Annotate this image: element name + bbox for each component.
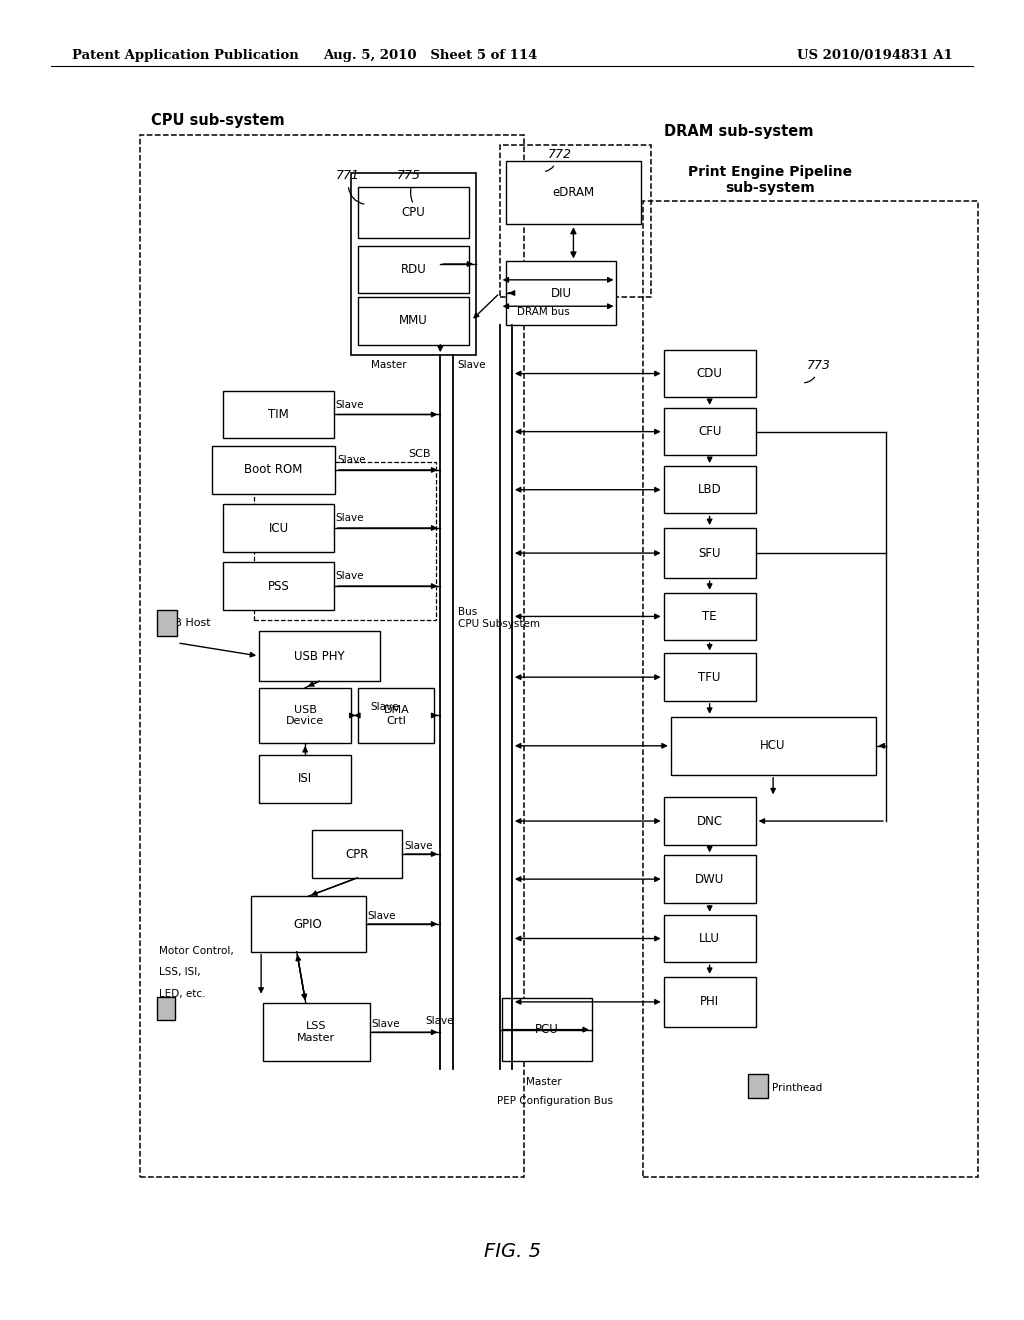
Text: LSS, ISI,: LSS, ISI, <box>159 968 201 978</box>
Text: TIM: TIM <box>268 408 289 421</box>
Text: eDRAM: eDRAM <box>552 186 595 199</box>
Text: US 2010/0194831 A1: US 2010/0194831 A1 <box>797 49 952 62</box>
Bar <box>223 391 334 438</box>
Bar <box>500 145 651 297</box>
Text: Slave: Slave <box>336 572 365 582</box>
Bar <box>358 246 469 293</box>
Text: Boot ROM: Boot ROM <box>244 463 303 477</box>
Text: PEP Configuration Bus: PEP Configuration Bus <box>497 1096 612 1106</box>
Text: Slave: Slave <box>458 360 486 371</box>
Text: Printhead: Printhead <box>772 1082 822 1093</box>
Text: DNC: DNC <box>696 814 723 828</box>
Text: Bus
CPU Subsystem: Bus CPU Subsystem <box>458 607 540 628</box>
Bar <box>358 297 469 345</box>
Text: Slave: Slave <box>337 455 366 466</box>
Text: Slave: Slave <box>336 513 365 524</box>
Bar <box>664 408 756 455</box>
Text: 771: 771 <box>336 169 359 182</box>
Text: MMU: MMU <box>399 314 428 327</box>
Text: PHI: PHI <box>700 995 719 1008</box>
Bar <box>263 1003 370 1061</box>
Bar <box>664 528 756 578</box>
Text: CPU sub-system: CPU sub-system <box>151 114 284 128</box>
Text: DMA
Crtl: DMA Crtl <box>383 705 410 726</box>
Text: USB
Device: USB Device <box>286 705 325 726</box>
Bar <box>157 610 177 636</box>
Bar <box>254 462 436 620</box>
Bar <box>664 977 756 1027</box>
Text: Print Engine Pipeline
sub-system: Print Engine Pipeline sub-system <box>688 165 852 195</box>
Text: USB Host: USB Host <box>159 618 210 628</box>
Bar <box>259 688 351 743</box>
Text: Aug. 5, 2010   Sheet 5 of 114: Aug. 5, 2010 Sheet 5 of 114 <box>323 49 538 62</box>
Text: Slave: Slave <box>372 1019 400 1030</box>
Bar <box>506 161 641 224</box>
Bar <box>664 653 756 701</box>
Text: CPR: CPR <box>346 847 369 861</box>
Text: Slave: Slave <box>336 400 365 411</box>
Bar <box>664 855 756 903</box>
Text: DRAM sub-system: DRAM sub-system <box>664 124 813 139</box>
Text: Master: Master <box>371 360 407 371</box>
Bar <box>259 755 351 803</box>
Text: PCU: PCU <box>535 1023 559 1036</box>
Text: CFU: CFU <box>698 425 721 438</box>
Text: LED, etc.: LED, etc. <box>159 989 205 999</box>
Text: RDU: RDU <box>400 263 427 276</box>
Text: TE: TE <box>702 610 717 623</box>
Text: DIU: DIU <box>551 286 571 300</box>
Text: 775: 775 <box>397 169 421 182</box>
Text: FIG. 5: FIG. 5 <box>483 1242 541 1261</box>
Bar <box>664 593 756 640</box>
Text: USB PHY: USB PHY <box>294 649 345 663</box>
Bar <box>643 201 978 1177</box>
Bar <box>664 350 756 397</box>
Text: PSS: PSS <box>267 579 290 593</box>
Bar <box>223 562 334 610</box>
Text: Motor Control,: Motor Control, <box>159 946 233 957</box>
Text: LSS
Master: LSS Master <box>297 1022 336 1043</box>
Bar <box>358 187 469 238</box>
Bar <box>664 466 756 513</box>
Bar <box>506 261 616 325</box>
Bar <box>664 915 756 962</box>
Text: SFU: SFU <box>698 546 721 560</box>
Text: Slave: Slave <box>404 841 433 851</box>
Text: SCB: SCB <box>409 449 431 459</box>
Text: Patent Application Publication: Patent Application Publication <box>72 49 298 62</box>
Bar <box>664 797 756 845</box>
Bar <box>351 173 476 355</box>
Bar <box>223 504 334 552</box>
Bar <box>157 997 175 1020</box>
Text: GPIO: GPIO <box>294 917 323 931</box>
Text: ISI: ISI <box>298 772 312 785</box>
Bar <box>251 896 366 952</box>
Text: 772: 772 <box>548 148 571 161</box>
Text: CPU: CPU <box>401 206 426 219</box>
Bar <box>748 1074 768 1098</box>
Bar <box>212 446 335 494</box>
Text: Master: Master <box>526 1077 562 1088</box>
Text: TFU: TFU <box>698 671 721 684</box>
Text: ICU: ICU <box>268 521 289 535</box>
Text: LBD: LBD <box>697 483 722 496</box>
Text: Slave: Slave <box>425 1016 454 1027</box>
Text: LLU: LLU <box>699 932 720 945</box>
Bar <box>671 717 876 775</box>
Bar <box>502 998 592 1061</box>
Bar <box>140 135 524 1177</box>
Bar <box>358 688 434 743</box>
Bar <box>312 830 402 878</box>
Text: DRAM bus: DRAM bus <box>517 306 570 317</box>
Text: Slave: Slave <box>371 702 399 713</box>
Bar <box>259 631 380 681</box>
Text: HCU: HCU <box>761 739 785 752</box>
Text: 773: 773 <box>807 359 830 372</box>
Text: DWU: DWU <box>695 873 724 886</box>
Text: CDU: CDU <box>696 367 723 380</box>
Text: Slave: Slave <box>368 911 396 921</box>
